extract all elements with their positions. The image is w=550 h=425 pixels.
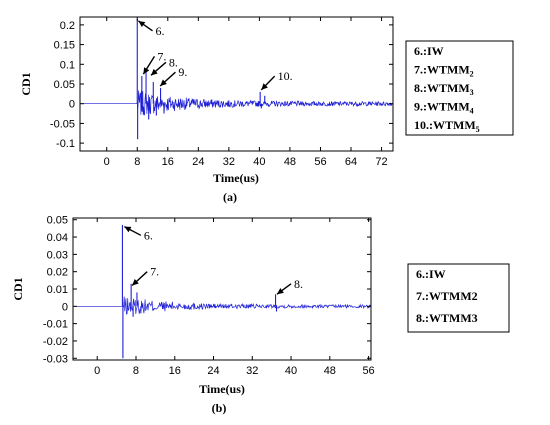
y-tick-label: 0.15 [54,40,75,52]
annotation-arrowhead [143,67,150,75]
x-tick-label: 16 [169,365,181,377]
y-tick-label: 0.05 [54,79,75,91]
x-tick-label: 72 [375,156,387,168]
annotation-label: 7. [150,265,159,279]
x-tick-label: 24 [192,156,204,168]
y-tick-label: 0.05 [47,215,68,227]
y-tick-label: -0.03 [43,353,68,365]
x-tick-label: 0 [94,365,100,377]
y-tick-label: 0.1 [60,59,75,71]
legend-entry: 7.:WTMM2 [414,63,474,79]
series-a [80,18,394,140]
legend-entry: 8.:WTMM3 [414,81,474,97]
x-tick-label: 48 [284,156,296,168]
x-axis-label-b: Time(us) [199,382,245,396]
x-tick-label: 56 [362,365,374,377]
signal-line [80,90,394,116]
y-tick-label: -0.1 [56,138,75,150]
x-tick-label: 40 [285,365,297,377]
plot-frame-a [79,16,394,152]
y-tick-label: -0.05 [50,118,75,130]
x-tick-label: 64 [345,156,357,168]
annotations-a: 6. 7. 8.9. 10. [138,20,293,91]
annotation-label: 9. [178,65,187,79]
legend-entry: 9.:WTMM4 [414,100,474,116]
y-tick-label: 0 [69,99,75,111]
annotation-arrowhead [160,79,167,86]
x-tick-label: 48 [324,365,336,377]
annotation-arrowhead [261,83,268,90]
x-tick-label: 0 [104,156,110,168]
caption-a: (a) [223,190,237,204]
x-ticks-a: 0 8 16 24 32 40 48 56 64 72 [104,17,388,168]
y-axis-label-a: CD1 [19,72,33,95]
x-tick-label: 40 [253,156,265,168]
legend-entry: 6.:IW [414,44,444,58]
annotation-label: 10. [278,69,293,83]
x-tick-label: 56 [314,156,326,168]
y-tick-label: 0.2 [60,20,75,32]
legend-entry: 10.:WTMM5 [414,118,480,134]
y-ticks-a: -0.1 -0.05 0 0.05 0.1 0.15 0.2 [50,20,393,150]
annotation-arrowhead [124,226,132,233]
annotation-label: 7. [157,49,166,63]
signal-line [73,296,372,315]
legend-box-a [405,40,514,136]
y-tick-label: 0.04 [47,232,68,244]
y-tick-label: 0.01 [47,284,68,296]
y-ticks-b: -0.03 -0.02 -0.01 0 0.01 0.02 0.03 0.04 0.05 [43,215,371,365]
legend-entry: 6.:IW [416,267,446,281]
y-tick-label: 0.02 [47,267,68,279]
x-tick-label: 24 [207,365,219,377]
caption-b: (b) [212,401,227,415]
annotation-label: 8. [294,277,303,291]
legend-entry: 8.:WTMM3 [416,311,478,325]
annotation-arrowhead [138,20,146,27]
plot-frame-b [72,217,372,361]
annotation-arrowhead [132,279,139,286]
x-tick-label: 32 [246,365,258,377]
x-tick-label: 32 [223,156,235,168]
x-tick-label: 8 [133,365,139,377]
y-tick-label: 0.03 [47,249,68,261]
x-tick-label: 8 [134,156,140,168]
legend-a: 6.:IW 7.:WTMM2 8.:WTMM3 9.:WTMM4 10.:WTMM5 [405,40,514,136]
y-axis-label-b: CD1 [11,277,25,300]
x-tick-label: 16 [162,156,174,168]
x-axis-label-a: Time(us) [213,171,259,185]
annotation-arrowhead [150,68,158,76]
legend-entry: 7.:WTMM2 [416,289,478,303]
annotation-label: 6. [144,228,153,242]
annotations-b: 6. 7. 8. [124,226,303,295]
legend-b: 6.:IW 7.:WTMM2 8.:WTMM3 [407,263,510,333]
y-tick-label: 0 [62,301,68,313]
annotation-label: 8. [169,55,178,69]
chart-a: -0.1 -0.05 0 0.05 0.1 0.15 0.2 0 8 16 24 32 40 48 56 6… [19,16,514,204]
annotation-label: 6. [156,24,165,38]
x-ticks-b: 0 8 16 24 32 40 48 56 [94,218,375,377]
chart-b: -0.03 -0.02 -0.01 0 0.01 0.02 0.03 0.04 0.05 0 8 1… [11,215,510,415]
series-b [73,224,372,359]
y-tick-label: -0.01 [43,319,68,331]
legend-box-b [407,263,510,333]
y-tick-label: -0.02 [43,336,68,348]
annotation-arrowhead [276,288,284,295]
